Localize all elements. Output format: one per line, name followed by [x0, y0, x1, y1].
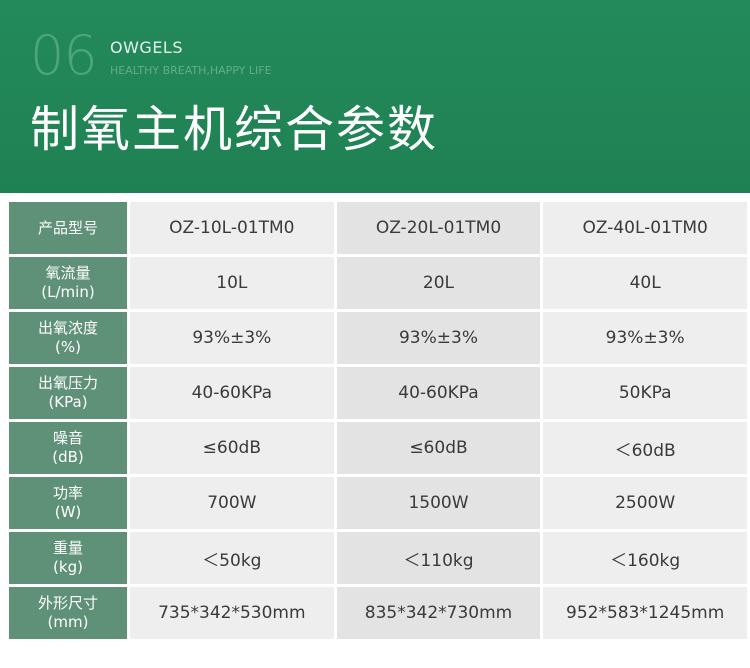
row-label-text: 重量 [52, 539, 83, 557]
row-label: 产品型号 [9, 202, 127, 254]
table-cell: OZ-10L-01TM0 [130, 202, 334, 254]
table-cell: 10L [130, 257, 334, 309]
row-label: 重量 (kg) [9, 532, 127, 584]
row-label-text: 噪音 [52, 429, 83, 447]
brand-slogan: HEALTHY BREATH,HAPPY LIFE [110, 64, 272, 77]
table-cell: ＜160kg [543, 532, 747, 584]
table-cell: 20L [336, 257, 541, 309]
table-cell: 952*583*1245mm [543, 587, 747, 639]
row-label: 功率 (W) [9, 477, 127, 529]
page-title: 制氧主机综合参数 [30, 101, 439, 158]
spec-table: 产品型号 OZ-10L-01TM0 OZ-20L-01TM0 OZ-40L-01… [6, 199, 750, 668]
table-cell: 93%±3% [130, 312, 334, 364]
table-row: 出氧压力 (KPa) 40-60KPa 40-60KPa 50KPa [9, 367, 747, 419]
row-label: 氧流量 (L/min) [9, 257, 127, 309]
table-cell: 700W [130, 477, 334, 529]
table-cell: ≤60dB [130, 422, 334, 474]
table-cell: 2500W [543, 477, 747, 529]
row-label-unit: (kg) [53, 558, 83, 576]
table-cell: OZ-40L-01TM0 [543, 202, 747, 254]
row-label-text: 功率 [52, 484, 83, 502]
table-cell: 735*342*530mm [130, 587, 334, 639]
table-cell: 835*342*730mm [336, 587, 541, 639]
row-label: 出氧压力 (KPa) [9, 367, 127, 419]
row-label-text: 出氧压力 [37, 374, 98, 392]
table-cell: ≤60dB [336, 422, 541, 474]
header-banner: 06 OWGELS HEALTHY BREATH,HAPPY LIFE 制氧主机… [0, 0, 750, 193]
table-cell: OZ-20L-01TM0 [336, 202, 541, 254]
spec-table-grid: 产品型号 OZ-10L-01TM0 OZ-20L-01TM0 OZ-40L-01… [6, 199, 750, 642]
row-label-unit: (KPa) [48, 393, 88, 411]
table-cell: ＜50kg [130, 532, 334, 584]
table-row: 重量 (kg) ＜50kg ＜110kg ＜160kg [9, 532, 747, 584]
row-label-text: 外形尺寸 [37, 594, 98, 612]
row-label-text: 产品型号 [37, 218, 98, 237]
table-row: 出氧浓度 (%) 93%±3% 93%±3% 93%±3% [9, 312, 747, 364]
row-label-unit: (%) [55, 338, 81, 356]
brand-name: OWGELS [110, 38, 183, 57]
table-row: 功率 (W) 700W 1500W 2500W [9, 477, 747, 529]
table-cell: ＜60dB [543, 422, 747, 474]
row-label-unit: (W) [54, 503, 82, 521]
table-cell: ＜110kg [336, 532, 541, 584]
row-label: 噪音 (dB) [9, 422, 127, 474]
table-row: 外形尺寸 (mm) 735*342*530mm 835*342*730mm 952… [9, 587, 747, 639]
table-cell: 40L [543, 257, 747, 309]
row-label-unit: (mm) [47, 613, 89, 631]
table-row: 产品型号 OZ-10L-01TM0 OZ-20L-01TM0 OZ-40L-01… [9, 202, 747, 254]
row-label: 出氧浓度 (%) [9, 312, 127, 364]
row-label-unit: (dB) [52, 448, 84, 466]
row-label-text: 氧流量 [45, 264, 91, 282]
table-row: 氧流量 (L/min) 10L 20L 40L [9, 257, 747, 309]
section-number: 06 [30, 24, 98, 87]
row-label-text: 出氧浓度 [37, 319, 98, 337]
table-cell: 40-60KPa [336, 367, 541, 419]
table-cell: 40-60KPa [130, 367, 334, 419]
table-cell: 93%±3% [543, 312, 747, 364]
table-cell: 93%±3% [336, 312, 541, 364]
table-cell: 1500W [336, 477, 541, 529]
row-label: 外形尺寸 (mm) [9, 587, 127, 639]
table-cell: 50KPa [543, 367, 747, 419]
table-row: 噪音 (dB) ≤60dB ≤60dB ＜60dB [9, 422, 747, 474]
row-label-unit: (L/min) [41, 283, 95, 301]
